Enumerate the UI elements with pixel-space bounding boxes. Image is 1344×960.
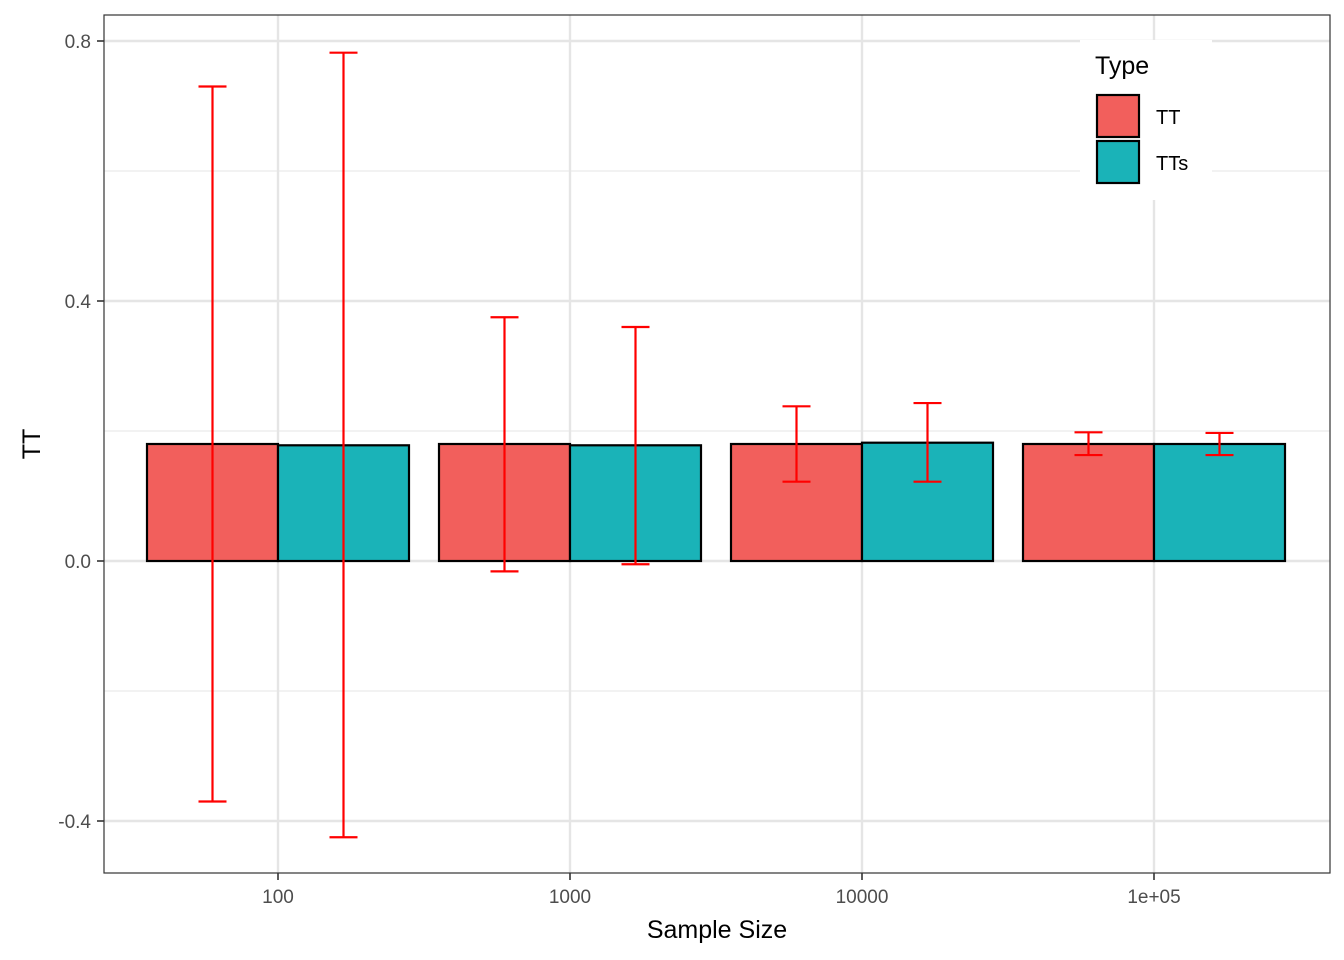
errorbar-TT-1000 [490,316,519,573]
y-tick-label: -0.4 [58,812,91,833]
y-axis-ticks: -0.4 0.0 0.4 0.8 [58,32,104,833]
errorbar-TTs-10000 [913,401,942,483]
x-axis-ticks: 100 1000 10000 1e+05 [262,873,1181,908]
y-tick-label: 0.4 [65,292,92,313]
legend-title: Type [1095,52,1149,80]
plot-panel-border [103,14,1331,874]
x-tick-label: 100 [262,887,294,908]
errorbar-TTs-1000 [621,325,650,566]
legend-items: TT TTs [1095,93,1188,185]
errorbar-TTs-1e+05 [1205,431,1234,457]
x-tick-label: 1e+05 [1127,887,1180,908]
y-axis-title: TT [18,429,46,460]
errorbar-TT-1e+05 [1074,431,1103,457]
bar-TTs-1e+05 [1152,442,1287,563]
bars-group [145,441,1287,563]
legend-key-TTs [1095,139,1141,185]
errorbar-TT-10000 [782,405,811,483]
errorbar-TTs-100 [329,51,358,839]
bar-TT-1e+05 [1021,442,1156,563]
legend: Type TT TTs [1080,40,1212,200]
errorbar-TT-100 [198,85,227,803]
x-tick-label: 10000 [836,887,889,908]
x-tick-label: 1000 [549,887,591,908]
x-axis-title: Sample Size [647,916,787,944]
legend-label-TTs: TTs [1156,153,1188,175]
errorbars-group [198,51,1234,839]
legend-item-TT: TT [1095,93,1180,139]
legend-key-TT [1095,93,1141,139]
legend-item-TTs: TTs [1095,139,1188,185]
y-tick-label: 0.8 [65,32,91,53]
y-tick-label: 0.0 [65,552,91,573]
legend-label-TT: TT [1156,107,1180,129]
